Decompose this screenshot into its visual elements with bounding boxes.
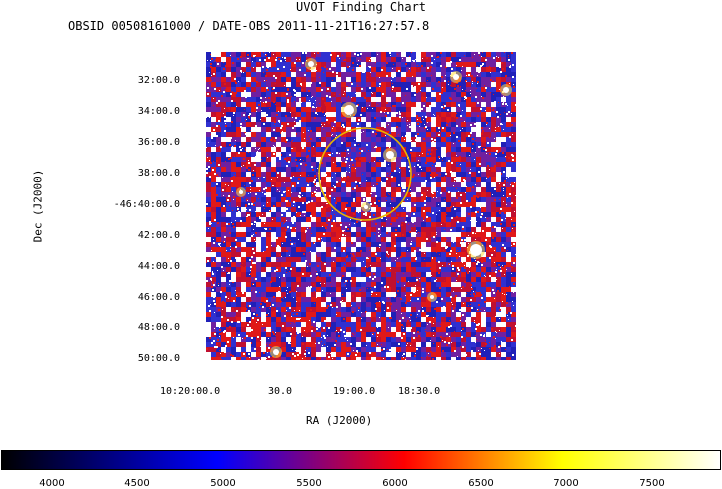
- colorbar-tick-label: 6000: [382, 478, 408, 489]
- dec-tick-label: 50:00.0: [137, 353, 180, 364]
- chart-subtitle: OBSID 00508161000 / DATE-OBS 2011-11-21T…: [68, 19, 430, 33]
- dec-tick-label: 44:00.0: [137, 261, 180, 272]
- ra-tick-label: 30.0: [268, 386, 293, 397]
- source-region-circle: [318, 127, 412, 221]
- colorbar-tick-label: 7000: [553, 478, 579, 489]
- x-axis-label: RA (J2000): [306, 414, 373, 427]
- dec-tick-label: 32:00.0: [137, 75, 180, 86]
- colorbar-tick-label: 7500: [639, 478, 665, 489]
- dec-tick-label: 38:00.0: [137, 168, 180, 179]
- ra-tick-label: 19:00.0: [333, 386, 376, 397]
- dec-tick-label: 48:00.0: [137, 322, 180, 333]
- dec-tick-label: 42:00.0: [137, 230, 180, 241]
- colorbar-tick-label: 4500: [124, 478, 150, 489]
- dec-tick-label: -46:40:00.0: [113, 199, 180, 210]
- dec-tick-label: 36:00.0: [137, 137, 180, 148]
- ra-tick-label: 18:30.0: [398, 386, 441, 397]
- ra-tick-label: 10:20:00.0: [160, 386, 221, 397]
- y-axis-label: Dec (J2000): [31, 169, 45, 243]
- colorbar-tick-label: 4000: [39, 478, 65, 489]
- colorbar-tick-label: 5500: [296, 478, 322, 489]
- dec-tick-label: 34:00.0: [137, 106, 180, 117]
- colorbar-tick-label: 6500: [468, 478, 494, 489]
- dec-tick-label: 46:00.0: [137, 292, 180, 303]
- chart-title: UVOT Finding Chart: [295, 0, 427, 14]
- sky-image: [206, 52, 516, 360]
- colorbar: [1, 450, 721, 470]
- colorbar-tick-label: 5000: [210, 478, 236, 489]
